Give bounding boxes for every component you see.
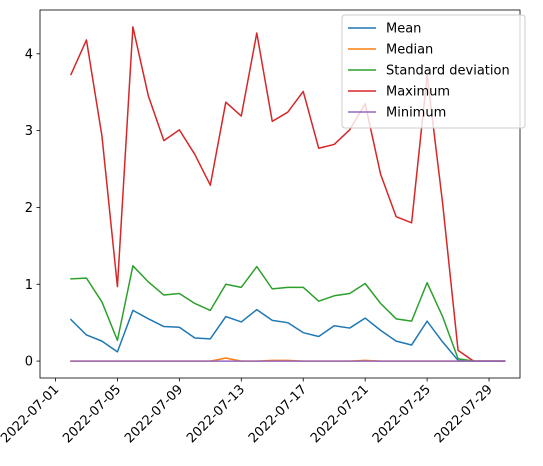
legend-item-standard-deviation: Standard deviation [348,64,510,79]
legend-label: Minimum [386,106,446,121]
x-tick-label: 2022-07-29 [432,382,496,446]
legend-item-minimum: Minimum [348,106,446,121]
x-tick-label: 2022-07-13 [184,382,248,446]
y-tick-label: 3 [25,124,33,139]
x-tick-label: 2022-07-21 [308,382,372,446]
legend-label: Standard deviation [386,64,510,79]
legend-label: Mean [386,22,421,37]
series-line-mean [69,308,506,362]
plot-frame [39,9,521,379]
legend-box [341,14,526,129]
x-tick-label: 2022-07-25 [370,382,434,446]
x-tick-label: 2022-07-17 [246,382,310,446]
legend-item-mean: Mean [348,22,421,37]
x-tick-label: 2022-07-01 [0,382,62,446]
y-tick-label: 2 [25,201,33,216]
series-line-standard-deviation [70,265,506,362]
x-tick-label: 2022-07-05 [60,382,124,446]
legend-item-maximum: Maximum [348,85,450,100]
y-tick-label: 1 [25,278,33,293]
legend-label: Median [386,43,433,58]
y-tick-label: 4 [25,47,33,62]
legend-label: Maximum [386,85,450,100]
x-tick-label: 2022-07-09 [122,382,186,446]
legend: Mean Median Standard deviation Maximum Minim… [341,14,526,129]
y-tick-label: 0 [25,355,33,370]
legend-item-median: Median [348,43,433,58]
